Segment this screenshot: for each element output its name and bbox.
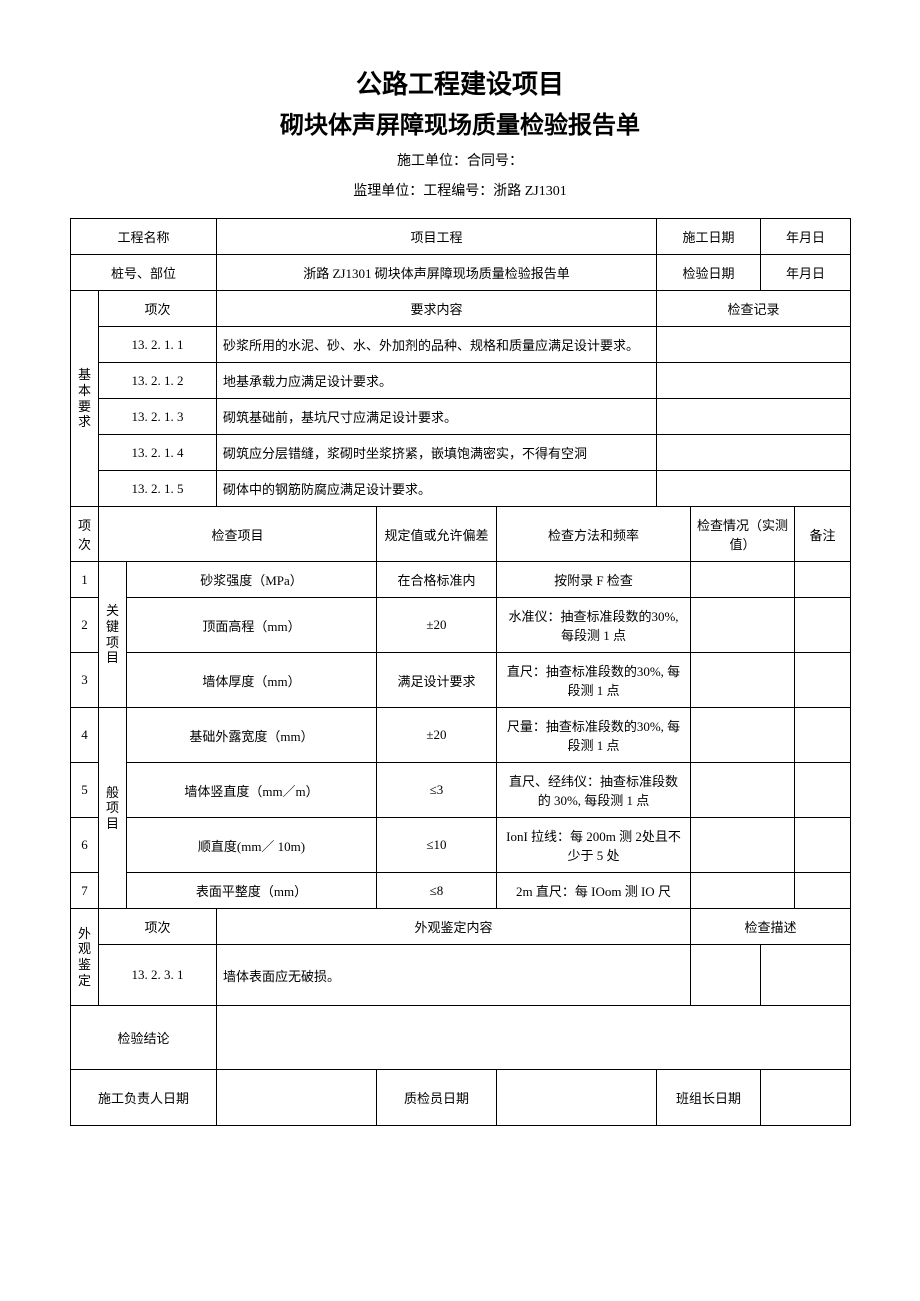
chk-n-0: 1	[71, 562, 99, 598]
chk-item-6: 表面平整度（mm）	[127, 873, 377, 909]
chk-method-1: 水准仪：抽查标准段数的30%, 每段测 1 点	[497, 598, 691, 653]
val-doc-title: 浙路 ZJ1301 砌块体声屏障现场质量检验报告单	[217, 255, 657, 291]
val-resp-date	[217, 1070, 377, 1126]
chk-spec-1: ±20	[377, 598, 497, 653]
label-pile-pos: 桩号、部位	[71, 255, 217, 291]
chk-spec-2: 满足设计要求	[377, 653, 497, 708]
val-conclusion	[217, 1006, 851, 1070]
label-basic-req: 基本要求	[71, 291, 99, 507]
app-desc-1	[691, 945, 761, 1006]
app-no: 13. 2. 3. 1	[99, 945, 217, 1006]
label-appearance: 外观鉴定	[71, 909, 99, 1006]
hdr-item-no-2: 项次	[71, 507, 99, 562]
meta-line-2: 监理单位：工程编号：浙路 ZJ1301	[70, 180, 850, 200]
chk-n-1: 2	[71, 598, 99, 653]
chk-item-5: 顺直度(mm／ 10m)	[127, 818, 377, 873]
basic-no-3: 13. 2. 1. 4	[99, 435, 217, 471]
hdr-check-item: 检查项目	[99, 507, 377, 562]
label-conclusion: 检验结论	[71, 1006, 217, 1070]
label-inspect-date: 检验日期	[657, 255, 761, 291]
hdr-req-content: 要求内容	[217, 291, 657, 327]
label-gen-item: 般项目	[99, 708, 127, 909]
basic-no-4: 13. 2. 1. 5	[99, 471, 217, 507]
basic-no-1: 13. 2. 1. 2	[99, 363, 217, 399]
hdr-item-no-3: 项次	[99, 909, 217, 945]
chk-item-2: 墙体厚度（mm）	[127, 653, 377, 708]
hdr-remark: 备注	[795, 507, 851, 562]
basic-rec-4	[657, 471, 851, 507]
basic-text-1: 地基承载力应满足设计要求。	[217, 363, 657, 399]
val-qc-date	[497, 1070, 657, 1126]
chk-item-0: 砂浆强度（MPa）	[127, 562, 377, 598]
hdr-app-content: 外观鉴定内容	[217, 909, 691, 945]
chk-rmk-4	[795, 763, 851, 818]
hdr-item-no-1: 项次	[99, 291, 217, 327]
chk-rmk-3	[795, 708, 851, 763]
label-qc-date: 质检员日期	[377, 1070, 497, 1126]
chk-rmk-5	[795, 818, 851, 873]
val-proj-eng: 项目工程	[217, 219, 657, 255]
chk-n-3: 4	[71, 708, 99, 763]
app-desc-2	[761, 945, 851, 1006]
basic-text-3: 砌筑应分层错缝，浆砌时坐浆挤紧，嵌填饱满密实，不得有空洞	[217, 435, 657, 471]
hdr-check-status: 检查情况（实测值）	[691, 507, 795, 562]
chk-val-6	[691, 873, 795, 909]
chk-n-2: 3	[71, 653, 99, 708]
basic-no-2: 13. 2. 1. 3	[99, 399, 217, 435]
hdr-method-freq: 检查方法和频率	[497, 507, 691, 562]
basic-no-0: 13. 2. 1. 1	[99, 327, 217, 363]
doc-title-2: 砌块体声屏障现场质量检验报告单	[70, 105, 850, 140]
chk-val-2	[691, 653, 795, 708]
chk-rmk-6	[795, 873, 851, 909]
chk-item-1: 顶面高程（mm）	[127, 598, 377, 653]
chk-spec-5: ≤10	[377, 818, 497, 873]
chk-val-3	[691, 708, 795, 763]
basic-rec-2	[657, 399, 851, 435]
chk-val-1	[691, 598, 795, 653]
basic-rec-0	[657, 327, 851, 363]
chk-rmk-0	[795, 562, 851, 598]
chk-spec-0: 在合格标准内	[377, 562, 497, 598]
val-construct-date: 年月日	[761, 219, 851, 255]
chk-val-4	[691, 763, 795, 818]
val-inspect-date: 年月日	[761, 255, 851, 291]
chk-n-5: 6	[71, 818, 99, 873]
doc-title-1: 公路工程建设项目	[70, 64, 850, 101]
basic-text-0: 砂浆所用的水泥、砂、水、外加剂的品种、规格和质量应满足设计要求。	[217, 327, 657, 363]
val-team-date	[761, 1070, 851, 1126]
meta-line-1: 施工单位：合同号：	[70, 150, 850, 170]
app-text: 墙体表面应无破损。	[217, 945, 691, 1006]
label-resp-date: 施工负责人日期	[71, 1070, 217, 1126]
basic-rec-3	[657, 435, 851, 471]
chk-val-0	[691, 562, 795, 598]
inspection-table: 工程名称 项目工程 施工日期 年月日 桩号、部位 浙路 ZJ1301 砌块体声屏…	[70, 218, 851, 1126]
label-key-item: 关键项目	[99, 562, 127, 708]
hdr-check-desc: 检查描述	[691, 909, 851, 945]
chk-method-2: 直尺：抽查标准段数的30%, 每段测 1 点	[497, 653, 691, 708]
chk-method-4: 直尺、经纬仪：抽查标准段数的 30%, 每段测 1 点	[497, 763, 691, 818]
basic-text-4: 砌体中的钢筋防腐应满足设计要求。	[217, 471, 657, 507]
chk-spec-3: ±20	[377, 708, 497, 763]
chk-spec-6: ≤8	[377, 873, 497, 909]
chk-method-3: 尺量：抽查标准段数的30%, 每段测 1 点	[497, 708, 691, 763]
label-proj-name: 工程名称	[71, 219, 217, 255]
basic-text-2: 砌筑基础前，基坑尺寸应满足设计要求。	[217, 399, 657, 435]
chk-n-6: 7	[71, 873, 99, 909]
chk-n-4: 5	[71, 763, 99, 818]
chk-rmk-1	[795, 598, 851, 653]
chk-method-5: IonI 拉线：每 200m 测 2处且不少于 5 处	[497, 818, 691, 873]
label-construct-date: 施工日期	[657, 219, 761, 255]
chk-item-4: 墙体竖直度（mm／m）	[127, 763, 377, 818]
chk-method-0: 按附录 F 检查	[497, 562, 691, 598]
chk-rmk-2	[795, 653, 851, 708]
hdr-check-record: 检查记录	[657, 291, 851, 327]
chk-method-6: 2m 直尺：每 IOom 测 IO 尺	[497, 873, 691, 909]
chk-val-5	[691, 818, 795, 873]
chk-spec-4: ≤3	[377, 763, 497, 818]
label-team-date: 班组长日期	[657, 1070, 761, 1126]
chk-item-3: 基础外露宽度（mm）	[127, 708, 377, 763]
basic-rec-1	[657, 363, 851, 399]
hdr-spec-dev: 规定值或允许偏差	[377, 507, 497, 562]
